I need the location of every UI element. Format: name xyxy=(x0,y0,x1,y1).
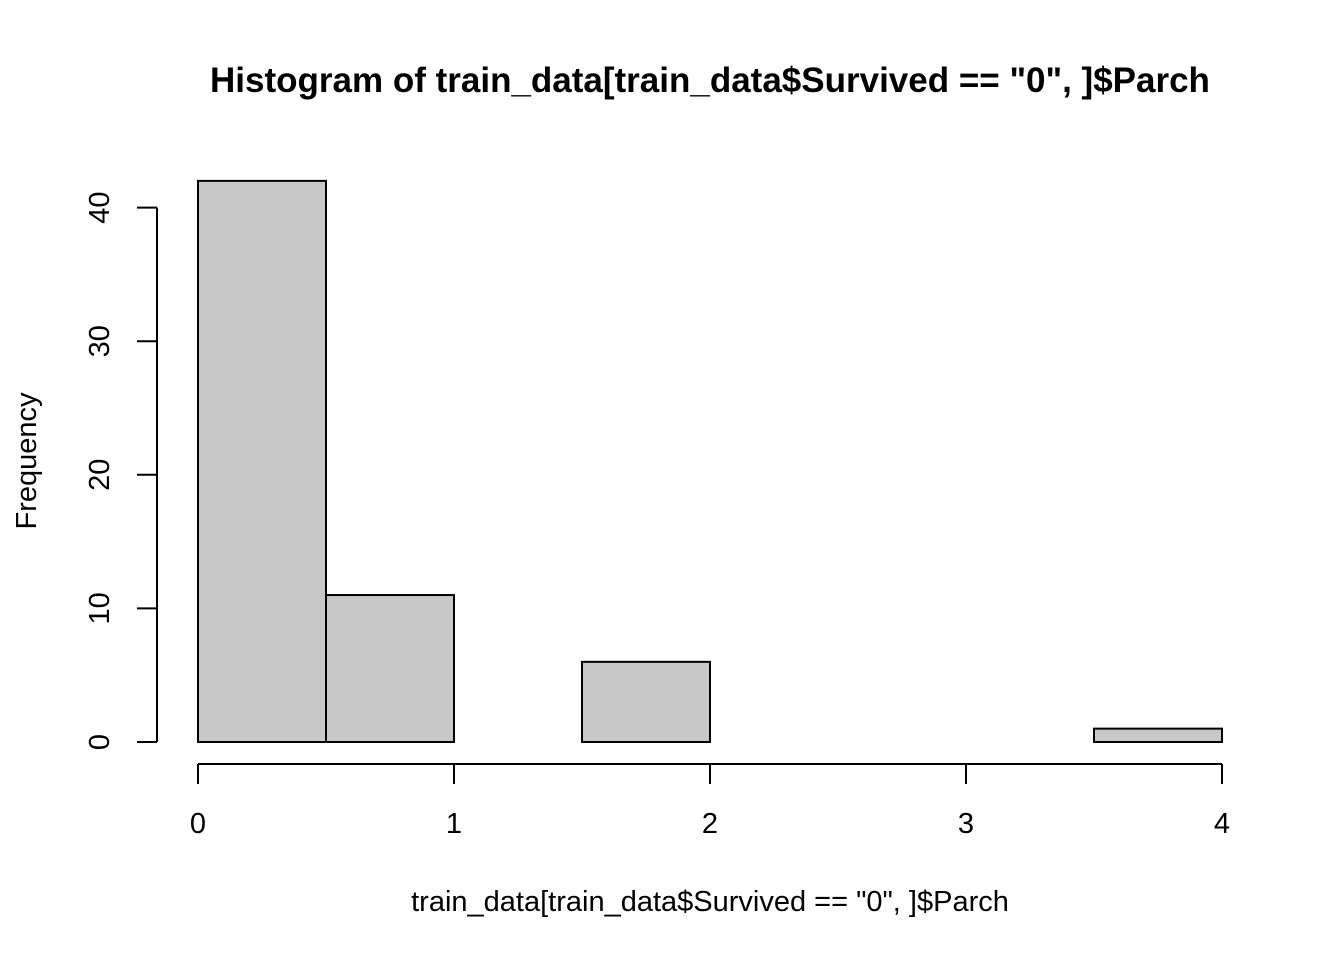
histogram-bar-0 xyxy=(197,179,327,743)
y-tick-label-4: 40 xyxy=(84,191,116,223)
x-tick-label-3: 3 xyxy=(958,808,974,840)
y-tick-label-2: 20 xyxy=(84,459,116,491)
x-tick-label-1: 1 xyxy=(446,808,462,840)
y-axis: 0 10 20 30 40 xyxy=(84,191,158,750)
y-tick-label-1: 10 xyxy=(84,592,116,624)
x-axis: 0 1 2 3 4 xyxy=(190,763,1230,840)
histogram-bar-3 xyxy=(581,660,711,744)
x-axis-label: train_data[train_data$Survived == "0", ]… xyxy=(411,886,1009,918)
y-axis-label: Frequency xyxy=(11,392,43,530)
y-tick-label-0: 0 xyxy=(84,734,116,750)
x-tick-label-2: 2 xyxy=(702,808,718,840)
x-tick-label-4: 4 xyxy=(1214,808,1230,840)
x-tick-label-0: 0 xyxy=(190,808,206,840)
chart-title: Histogram of train_data[train_data$Survi… xyxy=(210,61,1210,100)
histogram-bar-7 xyxy=(1093,727,1223,744)
bars-group xyxy=(197,179,1223,744)
histogram-bar-1 xyxy=(325,594,455,743)
y-tick-label-3: 30 xyxy=(84,325,116,357)
